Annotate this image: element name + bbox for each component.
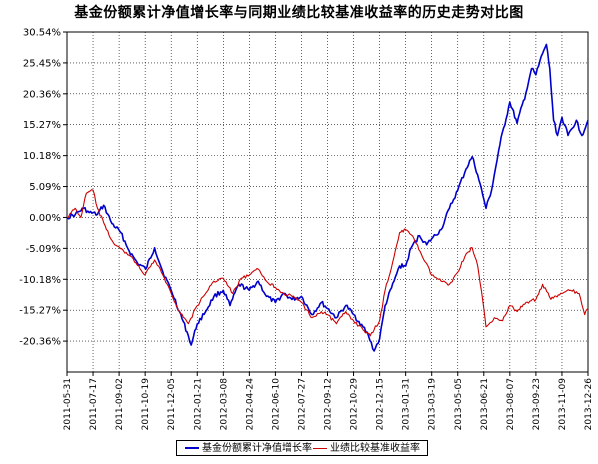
axes xyxy=(63,31,589,376)
x-tick-label: 2013-01-31 xyxy=(402,378,412,430)
legend: 基金份额累计净值增长率 业绩比较基准收益率 xyxy=(176,440,428,456)
x-tick-label: 2011-07-17 xyxy=(89,378,99,430)
y-tick-label: 25.45% xyxy=(23,58,61,69)
x-tick-label: 2012-12-15 xyxy=(376,378,386,430)
series-line-benchmark xyxy=(66,189,589,337)
x-tick-label: 2012-04-24 xyxy=(245,378,255,431)
y-tick-labels: 30.54% 25.45% 20.36% 15.27% 10.18% 5.09% 0.00%… xyxy=(19,28,61,348)
x-tick-label: 2013-09-23 xyxy=(532,378,542,430)
x-tick-labels: 2011-05-31 2011-07-17 2011-09-02 2011-10-19… xyxy=(63,378,594,431)
y-tick-label: 30.54% xyxy=(23,28,61,39)
x-tick-label: 2013-03-19 xyxy=(428,378,438,431)
legend-label-nav: 基金份额累计净值增长率 xyxy=(202,443,312,454)
x-tick-label: 2013-06-21 xyxy=(480,378,490,430)
x-tick-label: 2012-07-27 xyxy=(297,378,307,430)
x-tick-label: 2013-05-05 xyxy=(454,378,464,430)
x-tick-label: 2012-01-21 xyxy=(193,378,203,430)
x-tick-label: 2013-08-07 xyxy=(506,378,516,430)
y-tick-label: -20.36% xyxy=(19,337,61,348)
x-tick-label: 2012-10-29 xyxy=(350,378,360,431)
x-tick-label: 2011-12-05 xyxy=(167,378,177,430)
legend-swatch-benchmark xyxy=(313,447,327,449)
chart-title: 基金份额累计净值增长率与同期业绩比较基准收益率的历史走势对比图 xyxy=(74,5,524,21)
x-tick-label: 2012-06-10 xyxy=(271,378,281,431)
legend-item-nav: 基金份额累计净值增长率 xyxy=(185,442,312,456)
legend-swatch-nav xyxy=(185,447,199,449)
y-tick-label: 15.27% xyxy=(23,120,61,131)
y-tick-label: 10.18% xyxy=(23,151,61,162)
x-tick-label: 2012-09-12 xyxy=(324,378,334,430)
x-tick-label: 2011-09-02 xyxy=(115,378,125,430)
x-tick-label: 2011-05-31 xyxy=(63,378,73,430)
x-tick-label: 2013-12-26 xyxy=(584,378,594,431)
x-tick-label: 2011-10-19 xyxy=(141,378,151,431)
series-lines xyxy=(66,43,589,352)
y-tick-label: -15.27% xyxy=(19,306,61,317)
series-line-nav xyxy=(66,43,589,352)
y-tick-label: 0.00% xyxy=(29,213,61,224)
y-tick-label: 20.36% xyxy=(23,89,61,100)
x-tick-label: 2013-11-09 xyxy=(558,378,568,431)
y-tick-label: -10.18% xyxy=(19,275,61,286)
x-tick-label: 2012-03-08 xyxy=(219,378,229,431)
y-tick-label: 5.09% xyxy=(29,182,61,193)
legend-label-benchmark: 业绩比较基准收益率 xyxy=(330,443,420,454)
y-tick-label: -5.09% xyxy=(26,244,61,255)
grid xyxy=(66,31,589,372)
plot-frame xyxy=(66,31,589,373)
legend-item-benchmark: 业绩比较基准收益率 xyxy=(313,442,420,456)
